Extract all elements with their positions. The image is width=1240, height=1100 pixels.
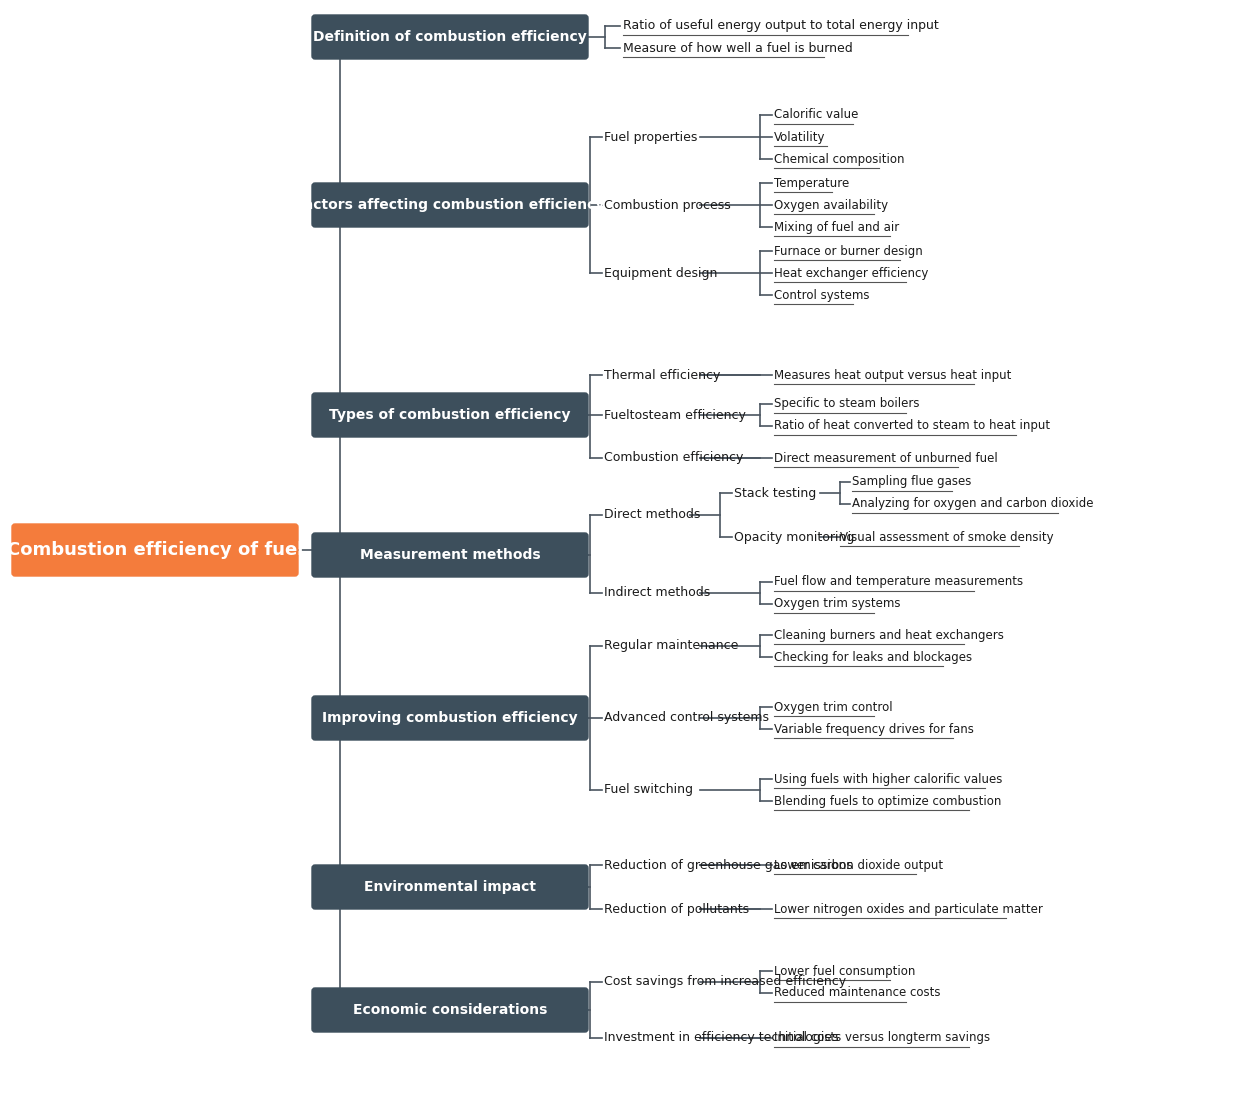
Text: Calorific value: Calorific value <box>774 109 858 121</box>
FancyBboxPatch shape <box>312 696 588 740</box>
Text: Fuel switching: Fuel switching <box>604 783 693 796</box>
Text: Advanced control systems: Advanced control systems <box>604 712 769 725</box>
FancyBboxPatch shape <box>312 988 588 1032</box>
Text: Chemical composition: Chemical composition <box>774 153 904 165</box>
Text: Improving combustion efficiency: Improving combustion efficiency <box>322 711 578 725</box>
Text: Control systems: Control systems <box>774 288 869 301</box>
Text: Analyzing for oxygen and carbon dioxide: Analyzing for oxygen and carbon dioxide <box>852 497 1094 510</box>
Text: Opacity monitoring: Opacity monitoring <box>734 530 854 543</box>
Text: Measure of how well a fuel is burned: Measure of how well a fuel is burned <box>622 42 853 55</box>
Text: Factors affecting combustion efficiency: Factors affecting combustion efficiency <box>295 198 605 212</box>
Text: Oxygen availability: Oxygen availability <box>774 198 888 211</box>
Text: Cleaning burners and heat exchangers: Cleaning burners and heat exchangers <box>774 628 1004 641</box>
Text: Specific to steam boilers: Specific to steam boilers <box>774 397 920 410</box>
Text: Regular maintenance: Regular maintenance <box>604 639 738 652</box>
Text: Reduced maintenance costs: Reduced maintenance costs <box>774 987 940 1000</box>
FancyBboxPatch shape <box>312 183 588 227</box>
Text: Stack testing: Stack testing <box>734 486 816 499</box>
Text: Environmental impact: Environmental impact <box>365 880 536 894</box>
Text: Oxygen trim systems: Oxygen trim systems <box>774 597 900 611</box>
Text: Direct methods: Direct methods <box>604 508 701 521</box>
Text: Economic considerations: Economic considerations <box>353 1003 547 1018</box>
Text: Lower carbon dioxide output: Lower carbon dioxide output <box>774 858 944 871</box>
Text: Fuel flow and temperature measurements: Fuel flow and temperature measurements <box>774 575 1023 589</box>
FancyBboxPatch shape <box>312 393 588 437</box>
Text: Variable frequency drives for fans: Variable frequency drives for fans <box>774 723 973 736</box>
Text: Mixing of fuel and air: Mixing of fuel and air <box>774 220 899 233</box>
Text: Lower fuel consumption: Lower fuel consumption <box>774 965 915 978</box>
Text: Checking for leaks and blockages: Checking for leaks and blockages <box>774 650 972 663</box>
Text: Lower nitrogen oxides and particulate matter: Lower nitrogen oxides and particulate ma… <box>774 902 1043 915</box>
FancyBboxPatch shape <box>312 15 588 59</box>
Text: Indirect methods: Indirect methods <box>604 586 711 600</box>
Text: Reduction of pollutants: Reduction of pollutants <box>604 902 749 915</box>
Text: Types of combustion efficiency: Types of combustion efficiency <box>330 408 570 422</box>
Text: Direct measurement of unburned fuel: Direct measurement of unburned fuel <box>774 451 998 464</box>
Text: Thermal efficiency: Thermal efficiency <box>604 368 720 382</box>
Text: Furnace or burner design: Furnace or burner design <box>774 244 923 257</box>
Text: Combustion efficiency of fuel: Combustion efficiency of fuel <box>6 541 304 559</box>
Text: Investment in efficiency technologies: Investment in efficiency technologies <box>604 1032 838 1045</box>
Text: Ratio of heat converted to steam to heat input: Ratio of heat converted to steam to heat… <box>774 419 1050 432</box>
Text: Definition of combustion efficiency: Definition of combustion efficiency <box>314 30 587 44</box>
Text: Combustion process: Combustion process <box>604 198 730 211</box>
Text: Reduction of greenhouse gas emissions: Reduction of greenhouse gas emissions <box>604 858 853 871</box>
Text: Equipment design: Equipment design <box>604 266 718 279</box>
Text: Measures heat output versus heat input: Measures heat output versus heat input <box>774 368 1012 382</box>
Text: Blending fuels to optimize combustion: Blending fuels to optimize combustion <box>774 794 1002 807</box>
Text: Sampling flue gases: Sampling flue gases <box>852 475 971 488</box>
Text: Ratio of useful energy output to total energy input: Ratio of useful energy output to total e… <box>622 20 939 33</box>
FancyBboxPatch shape <box>312 534 588 578</box>
Text: Visual assessment of smoke density: Visual assessment of smoke density <box>839 530 1054 543</box>
FancyBboxPatch shape <box>312 865 588 909</box>
FancyBboxPatch shape <box>12 524 298 576</box>
Text: Cost savings from increased efficiency: Cost savings from increased efficiency <box>604 976 846 989</box>
Text: Temperature: Temperature <box>774 176 849 189</box>
Text: Volatility: Volatility <box>774 131 826 143</box>
Text: Fuel properties: Fuel properties <box>604 131 697 143</box>
Text: Initial costs versus longterm savings: Initial costs versus longterm savings <box>774 1032 990 1045</box>
Text: Oxygen trim control: Oxygen trim control <box>774 701 893 714</box>
Text: Combustion efficiency: Combustion efficiency <box>604 451 743 464</box>
Text: Fueltosteam efficiency: Fueltosteam efficiency <box>604 408 746 421</box>
Text: Using fuels with higher calorific values: Using fuels with higher calorific values <box>774 772 1002 785</box>
Text: Heat exchanger efficiency: Heat exchanger efficiency <box>774 266 929 279</box>
Text: Measurement methods: Measurement methods <box>360 548 541 562</box>
